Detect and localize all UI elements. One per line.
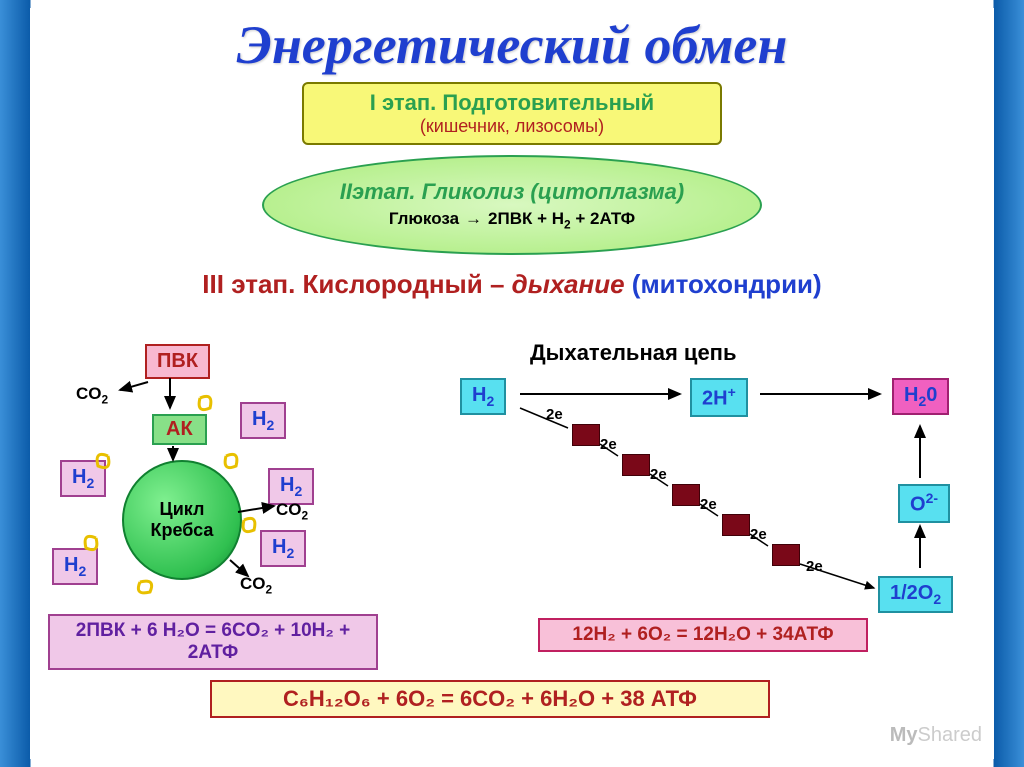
left-equation: 2ПВК + 6 H₂O = 6CO₂ + 10H₂ + 2АТФ	[48, 614, 378, 670]
watermark: MyShared	[890, 724, 982, 747]
stage3-heading: III этап. Кислородный – дыхание (митохон…	[30, 269, 994, 300]
right-equation: 12H₂ + 6O₂ = 12H₂O + 34АТФ	[538, 618, 868, 652]
stage2-line1: IIэтап. Гликолиз (цитоплазма)	[340, 179, 684, 205]
left-arrows	[30, 338, 350, 618]
stage1-line2: (кишечник, лизосомы)	[314, 116, 710, 137]
right-arrows	[450, 368, 990, 628]
final-equation: C₆H₁₂O₆ + 6O₂ = 6CO₂ + 6H₂O + 38 АТФ	[210, 680, 770, 718]
page-title: Энергетический обмен	[30, 8, 994, 76]
stage1-box: I этап. Подготовительный (кишечник, лизо…	[302, 82, 722, 145]
chain-title: Дыхательная цепь	[530, 340, 737, 366]
stage2-reaction: Глюкоза→2ПВК + H2 + 2АТФ	[389, 209, 635, 231]
stage2-ellipse: IIэтап. Гликолиз (цитоплазма) Глюкоза→2П…	[262, 155, 762, 255]
stage1-line1: I этап. Подготовительный	[314, 90, 710, 116]
